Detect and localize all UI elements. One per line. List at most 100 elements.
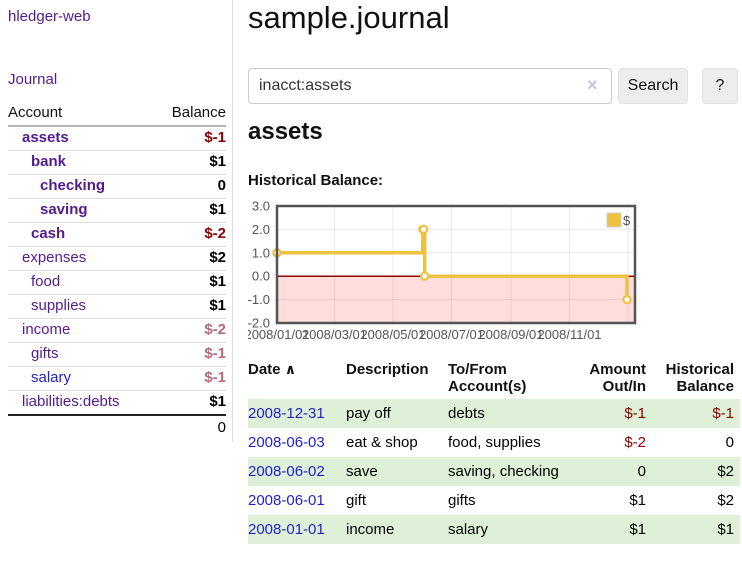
account-row: salary $-1 [8, 367, 226, 391]
account-row: income $-2 [8, 319, 226, 343]
transaction-amount: $1 [629, 492, 646, 509]
accounts-column-header: To/From Account(s) [448, 361, 527, 395]
transaction-accounts: salary [448, 521, 489, 538]
account-balance: $2 [209, 249, 226, 266]
transaction-description: income [346, 521, 395, 538]
transaction-date-link[interactable]: 2008-12-31 [248, 405, 325, 422]
search-input[interactable] [248, 68, 612, 104]
transaction-amount: $-1 [624, 405, 646, 422]
transaction-amount: $-2 [624, 434, 646, 451]
account-link-liabilities-debts[interactable]: liabilities:debts [22, 393, 120, 410]
transaction-register: Date ∧ Description To/From Account(s) Am… [248, 358, 740, 544]
transaction-balance: 0 [725, 434, 734, 451]
transaction-date-link[interactable]: 2008-06-02 [248, 463, 325, 480]
account-row: expenses $2 [8, 247, 226, 271]
svg-text:3.0: 3.0 [252, 200, 270, 214]
account-balance: $1 [209, 297, 226, 314]
account-link-gifts[interactable]: gifts [31, 345, 59, 362]
svg-text:2008/03/01: 2008/03/01 [302, 327, 367, 342]
account-row: supplies $1 [8, 295, 226, 319]
account-balance: $-1 [204, 369, 226, 386]
transaction-date-link[interactable]: 2008-01-01 [248, 521, 325, 538]
account-balance: $1 [209, 201, 226, 218]
main-panel: sample.journal × Search ? assets Histori… [248, 0, 742, 582]
svg-text:1.0: 1.0 [252, 245, 270, 260]
svg-text:2008/09/01: 2008/09/01 [478, 327, 543, 342]
page-title: sample.journal [248, 0, 450, 35]
svg-text:-2.0: -2.0 [248, 316, 270, 331]
balance-column-header: Balance [171, 104, 226, 121]
transaction-row[interactable]: 2008-06-02 save saving, checking 0 $2 [248, 457, 740, 486]
account-column-header: Account [8, 104, 63, 121]
account-row: gifts $-1 [8, 343, 226, 367]
account-row: food $1 [8, 271, 226, 295]
account-link-food[interactable]: food [31, 273, 61, 290]
sidebar-item-journal[interactable]: Journal [8, 71, 58, 88]
account-link-saving[interactable]: saving [40, 201, 88, 218]
svg-text:2008/11/01: 2008/11/01 [537, 327, 601, 342]
transaction-balance: $-1 [712, 405, 734, 422]
account-balance: $-2 [204, 321, 226, 338]
sidebar: hledger-web Journal Account Balance asse… [0, 0, 233, 442]
account-link-checking[interactable]: checking [40, 177, 106, 194]
search-bar: × Search ? [248, 68, 742, 104]
svg-text:2008/01/01: 2008/01/01 [248, 327, 310, 342]
transaction-row[interactable]: 2008-12-31 pay off debts $-1 $-1 [248, 399, 740, 428]
transaction-balance: $1 [717, 521, 734, 538]
transaction-date-link[interactable]: 2008-06-03 [248, 434, 325, 451]
svg-text:0.0: 0.0 [252, 269, 270, 284]
transaction-description: pay off [346, 405, 391, 422]
transaction-date-link[interactable]: 2008-06-01 [248, 492, 325, 509]
account-link-assets[interactable]: assets [22, 129, 69, 146]
transaction-description: save [346, 463, 378, 480]
transaction-accounts: food, supplies [448, 434, 541, 451]
transaction-accounts: saving, checking [448, 463, 559, 480]
account-link-cash[interactable]: cash [31, 225, 66, 242]
balance-total: 0 [8, 414, 226, 439]
transaction-row[interactable]: 2008-01-01 income salary $1 $1 [248, 515, 740, 544]
description-column-header: Description [346, 361, 429, 378]
account-link-salary[interactable]: salary [31, 369, 72, 386]
search-button[interactable]: Search [618, 68, 688, 104]
historical-balance-chart[interactable]: 3.0 2.0 1.0 0.0 -1.0 -2.0 2008/01/01 2008/03/01… [248, 200, 742, 348]
account-balance: $1 [209, 273, 226, 290]
amount-column-header: Amount Out/In [589, 361, 646, 395]
account-row: bank $1 [8, 151, 226, 175]
balance-column-header: Historical Balance [665, 361, 734, 395]
transaction-amount: $1 [629, 521, 646, 538]
chart-title: Historical Balance: [248, 172, 384, 189]
account-row: checking 0 [8, 175, 226, 199]
account-link-income[interactable]: income [22, 321, 71, 338]
account-balance: $1 [209, 153, 226, 170]
account-table-header: Account Balance [8, 101, 226, 127]
account-balance-table: Account Balance assets $-1 bank $1 checking 0… [8, 101, 226, 439]
clear-search-icon[interactable]: × [587, 75, 598, 95]
account-balance: $-2 [204, 225, 226, 242]
account-heading: assets [248, 118, 323, 145]
svg-text:2.0: 2.0 [252, 222, 270, 237]
transaction-balance: $2 [717, 492, 734, 509]
svg-text:$: $ [623, 213, 631, 228]
account-balance: 0 [217, 177, 226, 194]
register-header-row: Date ∧ Description To/From Account(s) Am… [248, 358, 740, 399]
account-row: cash $-2 [8, 223, 226, 247]
transaction-accounts: debts [448, 405, 485, 422]
account-row: liabilities:debts $1 [8, 391, 226, 414]
account-link-expenses[interactable]: expenses [22, 249, 87, 266]
transaction-row[interactable]: 2008-06-01 gift gifts $1 $2 [248, 486, 740, 515]
transaction-description: eat & shop [346, 434, 418, 451]
transaction-description: gift [346, 492, 367, 509]
transaction-accounts: gifts [448, 492, 476, 509]
account-link-bank[interactable]: bank [31, 153, 67, 170]
account-link-supplies[interactable]: supplies [31, 297, 87, 314]
help-button[interactable]: ? [702, 68, 738, 104]
svg-text:2008/07/01: 2008/07/01 [419, 327, 484, 342]
date-column-header[interactable]: Date ∧ [248, 361, 297, 378]
account-row: saving $1 [8, 199, 226, 223]
transaction-balance: $2 [717, 463, 734, 480]
transaction-amount: 0 [637, 463, 646, 480]
transaction-row[interactable]: 2008-06-03 eat & shop food, supplies $-2 0 [248, 428, 740, 457]
app-title-link[interactable]: hledger-web [8, 8, 91, 25]
sort-ascending-icon[interactable]: ∧ [284, 361, 297, 377]
account-balance: $-1 [204, 129, 226, 146]
